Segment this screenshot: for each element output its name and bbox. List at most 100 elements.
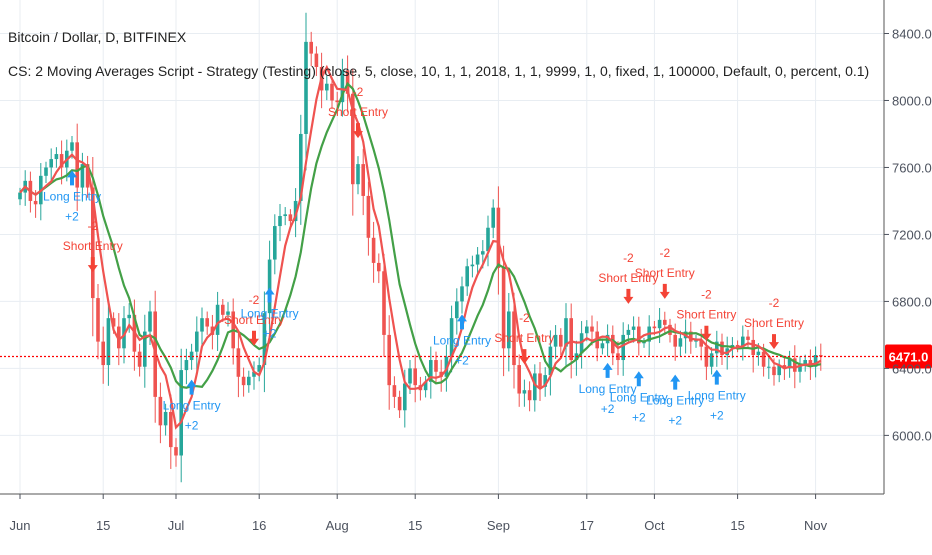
candle-body [709, 353, 714, 367]
candle-body [694, 339, 698, 342]
last-price-label: 6471.0 [889, 350, 929, 365]
candle-body [772, 366, 776, 376]
moving-averages [19, 64, 822, 430]
long-entry-qty: +2 [65, 209, 79, 223]
candle-body [366, 195, 371, 238]
candle-body [637, 326, 641, 344]
long-entry-label: Long Entry [579, 382, 637, 396]
candle-body [247, 376, 251, 386]
long-entry-qty: +2 [710, 409, 724, 423]
short-entry-qty: -2 [623, 251, 634, 265]
candle-body [33, 200, 38, 205]
candle-body [517, 365, 521, 394]
candles [18, 12, 823, 483]
candle-body [200, 318, 204, 332]
candle-body [392, 385, 397, 397]
candle-body [179, 370, 183, 456]
x-tick-label: 16 [252, 518, 266, 533]
candle-body [174, 447, 178, 456]
x-tick-label: Sep [487, 518, 510, 533]
short-entry-qty: -2 [519, 311, 530, 325]
x-tick-label: 15 [96, 518, 110, 533]
x-tick-label: Jun [10, 518, 31, 533]
candle-body [215, 304, 220, 335]
candle-body [137, 351, 142, 367]
candle-body [465, 266, 469, 287]
x-tick-label: Nov [804, 518, 828, 533]
long-entry-qty: +2 [632, 410, 646, 424]
candle-body [460, 286, 464, 302]
candle-body [527, 390, 532, 401]
candle-body [559, 334, 563, 347]
x-tick-label: Oct [644, 518, 665, 533]
candle-body [423, 381, 428, 391]
y-tick-label: 8400.0 [892, 26, 932, 41]
candle-body [704, 346, 709, 367]
short-entry-qty: -2 [769, 296, 780, 310]
candle-body [54, 154, 59, 160]
candle-body [491, 207, 495, 228]
candle-body [455, 301, 459, 319]
candle-body [184, 360, 189, 371]
candle-body [741, 336, 745, 347]
ma-fast-line [19, 64, 822, 430]
candle-body [538, 373, 542, 387]
short-entry-arrow [249, 330, 259, 346]
long-entry-label: Long Entry [610, 390, 668, 404]
candle-body [652, 326, 657, 329]
short-entry-qty: -2 [87, 219, 98, 233]
candle-body [408, 368, 412, 384]
candle-body [751, 339, 755, 356]
short-entry-arrow [519, 349, 530, 365]
candle-body [241, 376, 246, 386]
candle-body [127, 314, 131, 319]
candle-body [226, 311, 230, 315]
candle-body [564, 318, 568, 347]
candle-body [309, 41, 313, 54]
candle-body [777, 365, 781, 376]
candle-body [746, 336, 750, 340]
candle-body [361, 164, 365, 196]
short-entry-arrow [87, 257, 98, 273]
candle-body [553, 334, 558, 347]
candle-body [475, 254, 480, 265]
candle-body [117, 326, 121, 349]
candle-body [600, 343, 605, 349]
candle-body [59, 154, 64, 168]
long-entry-arrow [670, 374, 681, 390]
short-entry-label: Short Entry [224, 313, 284, 327]
short-entry-label: Short Entry [635, 266, 695, 280]
candle-body [18, 192, 22, 200]
short-entry-label: Short Entry [494, 331, 554, 345]
candle-body [299, 133, 303, 201]
candle-body [699, 339, 703, 347]
candle-body [787, 358, 792, 369]
candle-body [548, 346, 553, 376]
candle-body [340, 70, 345, 103]
candle-body [689, 331, 693, 342]
short-entry-label: Short Entry [63, 239, 123, 253]
x-tick-label: 15 [408, 518, 422, 533]
candle-body [803, 360, 807, 366]
candle-body [626, 329, 631, 335]
short-entry-arrow [659, 283, 670, 299]
candle-body [49, 159, 53, 168]
candle-body [413, 368, 417, 386]
long-entry-label: Long Entry [241, 307, 299, 321]
candle-body [590, 326, 594, 332]
candle-body [111, 318, 116, 327]
candle-body [195, 331, 199, 352]
strategy-legend: CS: 2 Moving Averages Script - Strategy … [8, 63, 869, 79]
long-entry-arrow [67, 170, 77, 186]
candle-body [798, 365, 802, 372]
candle-body [501, 267, 506, 349]
long-entry-arrow [457, 314, 467, 330]
candle-body [106, 318, 111, 366]
candle-body [621, 334, 625, 361]
candle-body [101, 341, 105, 366]
candle-body [512, 311, 516, 366]
candle-body [533, 373, 537, 401]
long-entry-arrow [264, 287, 275, 303]
candle-body [678, 338, 683, 347]
